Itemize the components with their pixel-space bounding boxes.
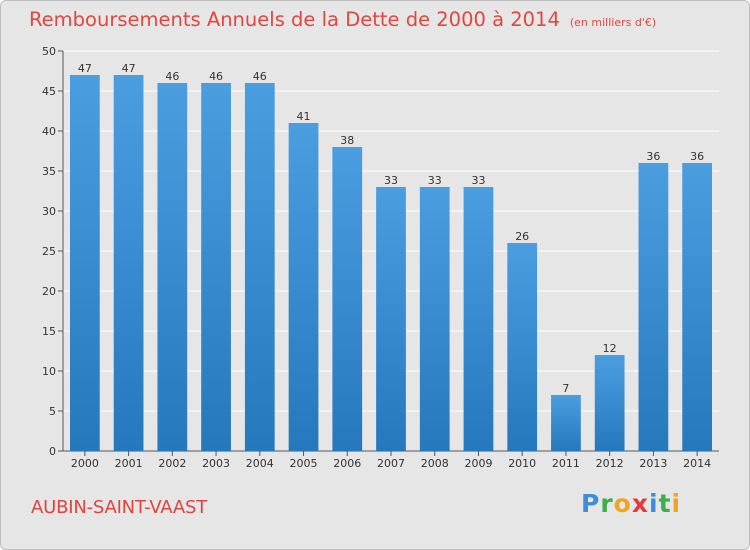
x-tick-label: 2001 — [115, 457, 143, 470]
bar — [463, 187, 494, 451]
bar-value-label: 46 — [209, 70, 223, 83]
x-tick-label: 2009 — [464, 457, 492, 470]
x-tick-label: 2013 — [639, 457, 667, 470]
bar — [507, 243, 538, 451]
x-tick-label: 2003 — [202, 457, 230, 470]
bar-value-label: 46 — [253, 70, 267, 83]
bar-value-label: 26 — [515, 230, 529, 243]
bar-value-label: 38 — [340, 134, 354, 147]
logo-letter: x — [631, 489, 649, 518]
x-tick-label: 2012 — [596, 457, 624, 470]
city-name: AUBIN-SAINT-VAAST — [31, 497, 208, 518]
x-tick-label: 2007 — [377, 457, 405, 470]
y-tick-label: 25 — [42, 245, 56, 258]
x-tick-label: 2006 — [333, 457, 361, 470]
proxiti-logo: Proxiti — [581, 489, 681, 518]
bar-value-label: 36 — [690, 150, 704, 163]
y-tick-label: 5 — [49, 405, 56, 418]
y-tick-label: 35 — [42, 165, 56, 178]
x-tick-label: 2014 — [683, 457, 711, 470]
logo-letter: P — [581, 489, 601, 518]
y-tick-label: 40 — [42, 125, 56, 138]
y-tick-label: 50 — [42, 45, 56, 58]
bar-value-label: 33 — [384, 174, 398, 187]
bar — [201, 83, 231, 451]
x-tick-label: 2004 — [246, 457, 274, 470]
bar — [682, 163, 713, 451]
bar — [419, 187, 450, 451]
bars — [69, 75, 713, 451]
y-tick-label: 10 — [42, 365, 56, 378]
logo-letter: i — [671, 489, 682, 518]
bar-value-label: 47 — [78, 62, 92, 75]
bar-value-label: 36 — [646, 150, 660, 163]
bar-value-label: 46 — [165, 70, 179, 83]
x-tick-label: 2002 — [158, 457, 186, 470]
y-tick-label: 15 — [42, 325, 56, 338]
bar — [244, 83, 275, 451]
bar — [157, 83, 188, 451]
logo-letter: o — [613, 489, 632, 518]
logo-letter: t — [658, 489, 672, 518]
bar-value-label: 33 — [471, 174, 485, 187]
bar — [288, 123, 319, 451]
y-tick-label: 30 — [42, 205, 56, 218]
bar — [376, 187, 406, 451]
logo-letter: i — [649, 489, 659, 518]
chart-title: Remboursements Annuels de la Dette de 20… — [29, 8, 560, 31]
x-tick-label: 2005 — [290, 457, 318, 470]
chart-unit: (en milliers d'€) — [569, 16, 657, 29]
x-tick-label: 2008 — [421, 457, 449, 470]
bar-value-label: 47 — [122, 62, 136, 75]
logo-letter: r — [600, 489, 614, 518]
bar-value-label: 7 — [562, 382, 569, 395]
x-tick-label: 2011 — [552, 457, 580, 470]
bar-value-label: 12 — [603, 342, 617, 355]
bar — [638, 163, 669, 451]
y-tick-label: 45 — [42, 85, 56, 98]
bar-value-label: 33 — [428, 174, 442, 187]
bar — [113, 75, 144, 451]
x-tick-label: 2000 — [71, 457, 99, 470]
bar-value-label: 41 — [297, 110, 311, 123]
bar — [594, 355, 625, 451]
bar — [69, 75, 100, 451]
y-tick-label: 20 — [42, 285, 56, 298]
x-tick-label: 2010 — [508, 457, 536, 470]
title-row: Remboursements Annuels de la Dette de 20… — [29, 8, 656, 31]
labels: 0 5 10 15 20 25 30 35 40 45 50 47 2000 47 2001 46 2002 46… — [42, 45, 711, 470]
bar — [332, 147, 363, 451]
y-tick-label: 0 — [49, 445, 56, 458]
bar — [551, 395, 581, 451]
